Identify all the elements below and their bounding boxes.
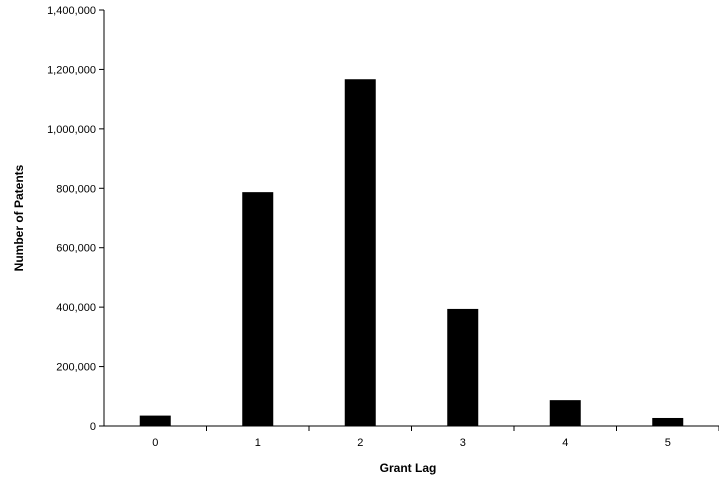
x-axis-ticks: 0 1 2 3 4 5 xyxy=(152,426,719,449)
y-tick-label: 1,000,000 xyxy=(47,124,96,136)
y-axis-ticks: 0 200,000 400,000 600,000 800,000 1,000,000 1,… xyxy=(47,5,104,433)
bar-4 xyxy=(549,400,581,426)
bar-1 xyxy=(242,192,274,426)
x-tick-label: 5 xyxy=(665,437,671,449)
x-tick-label: 3 xyxy=(460,437,466,449)
x-tick-label: 4 xyxy=(562,437,568,449)
bar-2 xyxy=(344,79,376,426)
bar-0 xyxy=(139,415,171,426)
x-tick-label: 0 xyxy=(152,437,158,449)
y-tick-label: 600,000 xyxy=(56,243,96,255)
bar-3 xyxy=(447,308,479,426)
y-tick-label: 800,000 xyxy=(56,183,96,195)
bar-5 xyxy=(652,417,684,426)
x-tick-label: 2 xyxy=(357,437,363,449)
y-tick-label: 400,000 xyxy=(56,302,96,314)
x-axis-title: Grant Lag xyxy=(380,461,437,475)
y-tick-label: 0 xyxy=(90,421,96,433)
y-axis-title: Number of Patents xyxy=(12,164,26,271)
y-tick-label: 1,200,000 xyxy=(47,64,96,76)
bars xyxy=(139,79,684,426)
y-tick-label: 1,400,000 xyxy=(47,5,96,17)
y-tick-label: 200,000 xyxy=(56,362,96,374)
x-tick-label: 1 xyxy=(255,437,261,449)
